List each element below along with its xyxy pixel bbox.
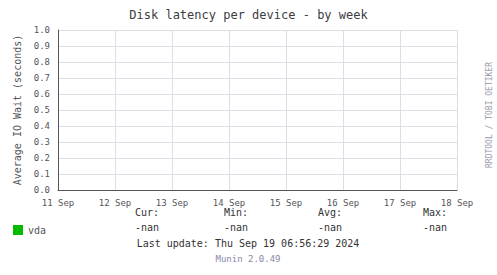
svg-text:0.4: 0.4	[34, 121, 50, 131]
svg-text:11 Sep: 11 Sep	[42, 198, 75, 208]
svg-text:14 Sep: 14 Sep	[213, 198, 246, 208]
svg-text:0.9: 0.9	[34, 41, 50, 51]
svg-text:vda: vda	[28, 225, 46, 236]
svg-text:0.8: 0.8	[34, 57, 50, 67]
svg-text:0.0: 0.0	[34, 185, 50, 195]
svg-text:0.5: 0.5	[34, 105, 50, 115]
svg-text:Average IO Wait (seconds): Average IO Wait (seconds)	[12, 35, 23, 186]
svg-text:-nan: -nan	[423, 222, 447, 233]
svg-text:13 Sep: 13 Sep	[156, 198, 189, 208]
svg-text:12 Sep: 12 Sep	[99, 198, 132, 208]
svg-text:RRDTOOL / TOBI OETIKER: RRDTOOL / TOBI OETIKER	[485, 62, 494, 168]
svg-text:Avg:: Avg:	[318, 207, 342, 218]
svg-text:0.7: 0.7	[34, 73, 50, 83]
svg-text:Min:: Min:	[224, 207, 248, 218]
svg-text:16 Sep: 16 Sep	[327, 198, 360, 208]
svg-text:-nan: -nan	[224, 222, 248, 233]
svg-text:1.0: 1.0	[34, 25, 50, 35]
svg-text:0.2: 0.2	[34, 153, 50, 163]
svg-text:Munin 2.0.49: Munin 2.0.49	[215, 254, 280, 264]
svg-text:0.6: 0.6	[34, 89, 50, 99]
svg-text:17 Sep: 17 Sep	[384, 198, 417, 208]
svg-text:0.3: 0.3	[34, 137, 50, 147]
svg-text:15 Sep: 15 Sep	[270, 198, 303, 208]
svg-text:Cur:: Cur:	[135, 207, 159, 218]
svg-text:-nan: -nan	[135, 222, 159, 233]
svg-text:Last update: Thu Sep 19 06:56:: Last update: Thu Sep 19 06:56:29 2024	[137, 238, 360, 249]
svg-text:18 Sep: 18 Sep	[441, 198, 474, 208]
svg-text:Disk latency per device - by w: Disk latency per device - by week	[129, 8, 368, 22]
svg-text:-nan: -nan	[318, 222, 342, 233]
svg-text:0.1: 0.1	[34, 169, 50, 179]
svg-text:Max:: Max:	[423, 207, 447, 218]
